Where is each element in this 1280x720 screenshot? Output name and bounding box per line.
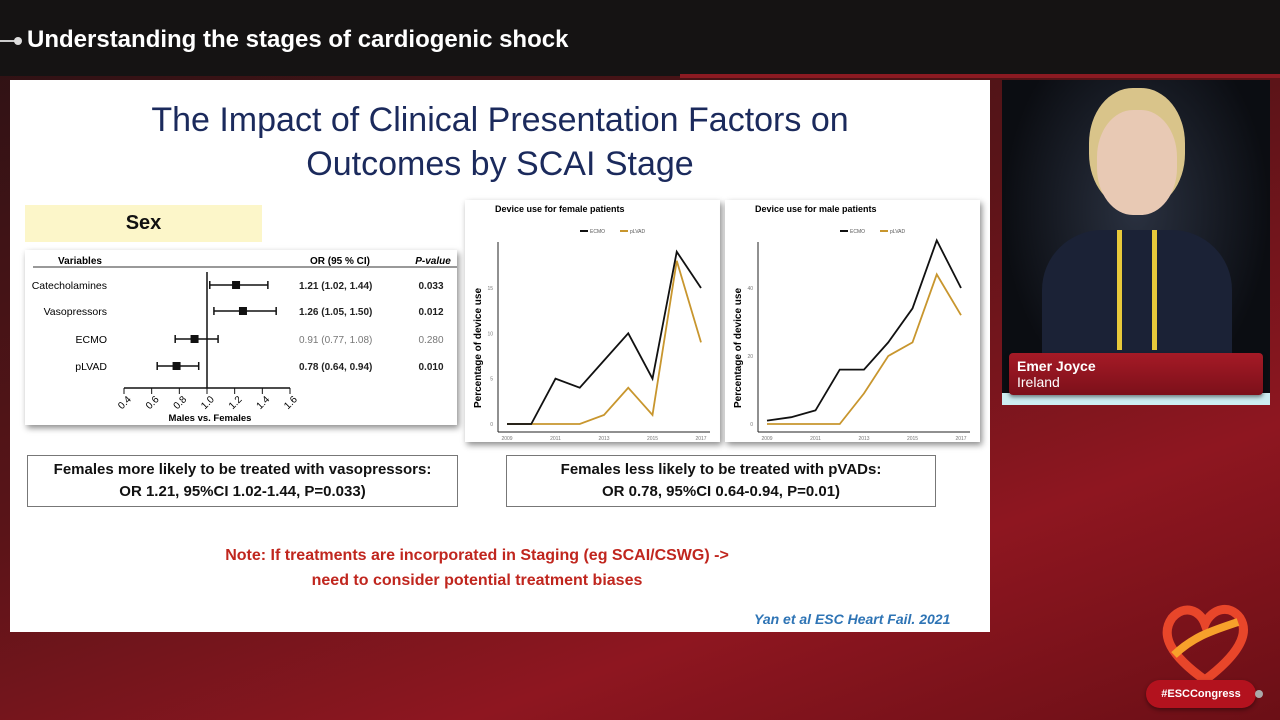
row-label: Vasopressors — [44, 306, 107, 318]
y-tick-label: 40 — [747, 286, 753, 292]
series-line-plvad — [507, 260, 702, 425]
or-value: 0.78 (0.64, 0.94) — [299, 362, 372, 373]
speaker-name-plate: Emer Joyce Ireland — [1009, 353, 1263, 395]
y-axis-label: Percentage of device use — [473, 288, 484, 408]
session-title: Understanding the stages of cardiogenic … — [27, 26, 569, 53]
callout-left-line1: Females more likely to be treated with v… — [53, 461, 432, 478]
slide-title-line2: Outcomes by SCAI Stage — [306, 145, 694, 183]
y-tick-label: 0 — [490, 422, 493, 428]
note-text: Note: If treatments are incorporated in … — [10, 543, 944, 593]
x-tick-label: 0.8 — [172, 394, 190, 412]
callout-pvads: Females less likely to be treated with p… — [506, 455, 936, 507]
callout-left-line2: OR 1.21, 95%CI 1.02-1.44, P=0.033) — [119, 483, 366, 500]
p-value: 0.012 — [418, 307, 443, 318]
y-tick-label: 0 — [750, 422, 753, 428]
forest-plot: Variables OR (95 % CI) P-value 0.4 0.6 0.8 1.0… — [25, 250, 457, 425]
or-marker — [190, 335, 199, 343]
x-tick-label: 2011 — [810, 436, 821, 442]
or-value: 1.26 (1.05, 1.50) — [299, 307, 372, 318]
x-tick-label: 2011 — [550, 436, 561, 442]
callout-vasopressors: Females more likely to be treated with v… — [27, 455, 458, 507]
note-line1: Note: If treatments are incorporated in … — [225, 547, 729, 564]
legend-label: ECMO — [850, 229, 865, 235]
presentation-slide: The Impact of Clinical Presentation Fact… — [10, 80, 990, 632]
x-tick-label: 0.4 — [116, 394, 134, 412]
y-tick-label: 5 — [490, 377, 493, 383]
row-label: Catecholamines — [32, 280, 107, 292]
p-value: 0.010 — [418, 362, 443, 373]
x-tick-label: 2015 — [907, 436, 918, 442]
row-label: ECMO — [76, 334, 108, 346]
x-tick-label: 2017 — [955, 436, 966, 442]
section-label: Sex — [25, 205, 262, 242]
x-tick-label: 0.6 — [144, 394, 162, 412]
or-marker — [172, 362, 181, 370]
legend-label: pLVAD — [630, 229, 645, 235]
legend-label: pLVAD — [890, 229, 905, 235]
y-tick-label: 15 — [487, 286, 493, 292]
female-device-chart: Device use for female patients ECMO pLVAD P… — [465, 200, 720, 442]
x-tick-label: 2017 — [695, 436, 706, 442]
hashtag-badge: #ESCCongress — [1146, 680, 1256, 708]
x-tick-label: 2013 — [598, 436, 609, 442]
speaker-country: Ireland — [1017, 374, 1060, 390]
series-line-plvad — [767, 272, 962, 425]
speaker-figure-head — [1097, 110, 1177, 215]
top-bar — [0, 0, 1280, 76]
chart-title: Device use for male patients — [755, 204, 877, 214]
chart-title: Device use for female patients — [495, 204, 625, 214]
x-axis-label: Males vs. Females — [169, 413, 252, 424]
x-tick-label: 1.0 — [199, 394, 217, 412]
male-device-chart: Device use for male patients ECMO pLVAD Per… — [725, 200, 980, 442]
slide-title: The Impact of Clinical Presentation Fact… — [10, 98, 990, 186]
series-line-ecmo — [766, 238, 962, 422]
or-marker — [238, 307, 247, 315]
esc-heart-logo-icon — [1162, 605, 1248, 685]
y-tick-label: 20 — [747, 354, 753, 360]
citation: Yan et al ESC Heart Fail. 2021 — [754, 611, 951, 627]
accent-bar — [680, 74, 1280, 78]
y-axis-label: Percentage of device use — [733, 288, 744, 408]
x-tick-label: 1.4 — [255, 394, 273, 412]
legend-label: ECMO — [590, 229, 605, 235]
x-tick-label: 1.2 — [227, 394, 245, 412]
header-variables: Variables — [58, 256, 102, 267]
hashtag-dot — [1255, 690, 1263, 698]
or-value: 0.91 (0.77, 1.08) — [299, 335, 372, 346]
speaker-name: Emer Joyce — [1017, 358, 1096, 374]
p-value: 0.033 — [418, 281, 443, 292]
x-tick-label: 2015 — [647, 436, 658, 442]
x-tick-label: 2009 — [761, 436, 772, 442]
header-or: OR (95 % CI) — [310, 256, 370, 267]
p-value: 0.280 — [418, 335, 443, 346]
y-tick-label: 10 — [487, 331, 493, 337]
title-accent-line — [0, 40, 18, 42]
slide-title-line1: The Impact of Clinical Presentation Fact… — [151, 101, 849, 139]
name-strip — [1002, 393, 1270, 405]
lanyard — [1117, 230, 1157, 350]
header-p: P-value — [415, 256, 451, 267]
or-marker — [232, 281, 241, 289]
callout-right-line2: OR 0.78, 95%CI 0.64-0.94, P=0.01) — [601, 483, 841, 500]
x-tick-label: 1.6 — [282, 394, 300, 412]
note-line2: need to consider potential treatment bia… — [311, 572, 643, 589]
row-label: pLVAD — [75, 361, 107, 373]
x-tick-label: 2009 — [501, 436, 512, 442]
callout-right-line1: Females less likely to be treated with p… — [560, 461, 882, 478]
title-accent-dot — [14, 37, 22, 45]
series-line-ecmo — [507, 249, 702, 425]
x-tick-label: 2013 — [858, 436, 869, 442]
or-value: 1.21 (1.02, 1.44) — [299, 281, 372, 292]
